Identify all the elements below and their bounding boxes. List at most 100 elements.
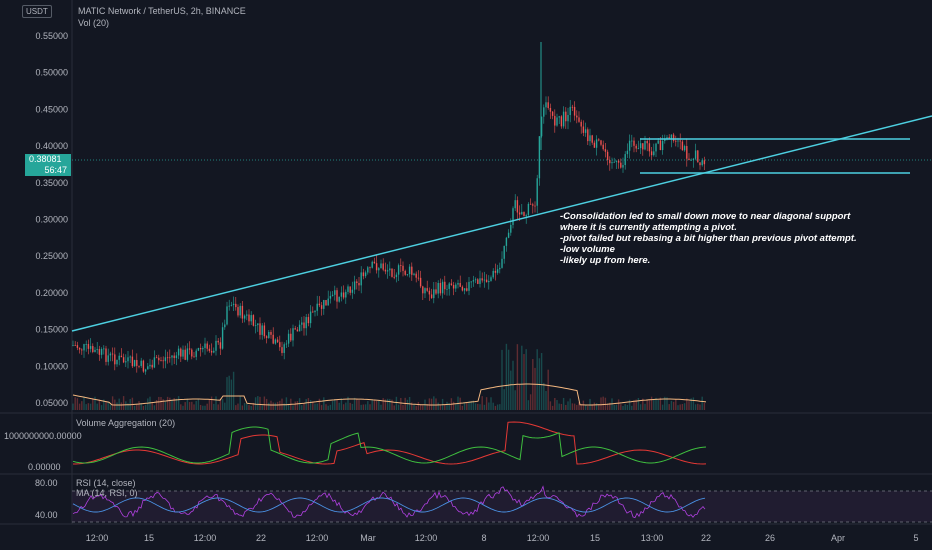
volume-bar bbox=[569, 398, 571, 410]
volume-bar bbox=[661, 404, 664, 410]
candle-body bbox=[613, 161, 615, 163]
volume-bar bbox=[144, 404, 147, 410]
va-axis-label-bottom: 0.00000 bbox=[28, 462, 61, 472]
candle-body bbox=[426, 288, 428, 291]
currency-button[interactable]: USDT bbox=[22, 5, 52, 18]
candle-body bbox=[219, 342, 222, 349]
volume-bar bbox=[312, 401, 314, 410]
time-tick-label: 12:00 bbox=[306, 533, 329, 543]
symbol-legend[interactable]: MATIC Network / TetherUS, 2h, BINANCE bbox=[78, 6, 246, 16]
volume-bar bbox=[303, 403, 305, 410]
candle-body bbox=[598, 139, 600, 141]
candle-body bbox=[452, 285, 455, 289]
volume-bar bbox=[604, 397, 607, 410]
volume-bar bbox=[217, 404, 219, 410]
candle-body bbox=[573, 106, 576, 116]
va-axis-label-top: 1000000000.00000 bbox=[4, 431, 82, 441]
volume-bar bbox=[226, 377, 228, 410]
candle-body bbox=[309, 311, 312, 324]
volume-bar bbox=[474, 403, 477, 410]
volume-bar bbox=[316, 403, 318, 410]
va-green-line bbox=[72, 426, 707, 464]
volume-ma-line bbox=[72, 383, 707, 406]
candle-body bbox=[578, 117, 580, 122]
volume-bar bbox=[100, 405, 103, 410]
rsi-ma-legend[interactable]: MA (14, RSI, 0) bbox=[76, 488, 138, 498]
volume-bar bbox=[173, 398, 175, 410]
volume-legend[interactable]: Vol (20) bbox=[78, 18, 110, 28]
volume-bar bbox=[81, 401, 83, 410]
volume-bar bbox=[353, 397, 356, 410]
candle-body bbox=[650, 151, 653, 156]
volume-bar bbox=[646, 399, 648, 410]
volume-bar bbox=[565, 404, 567, 410]
candle-body bbox=[279, 342, 281, 348]
candle-body bbox=[125, 361, 127, 363]
volume-bar bbox=[127, 403, 129, 410]
volume-bar bbox=[195, 400, 197, 410]
candle-body bbox=[362, 272, 365, 277]
volume-bar bbox=[175, 398, 178, 410]
volume-bar bbox=[397, 404, 400, 410]
volume-bar bbox=[241, 405, 244, 410]
price-tick-label: 0.15000 bbox=[35, 325, 68, 335]
volume-bar bbox=[230, 379, 233, 410]
volume-bar bbox=[221, 398, 224, 410]
candle-body bbox=[441, 281, 444, 294]
volume-bar bbox=[329, 404, 332, 410]
volume-bar bbox=[367, 401, 369, 410]
candle-body bbox=[688, 158, 690, 161]
diagonal-support-trendline[interactable] bbox=[71, 115, 932, 332]
volume-bar bbox=[485, 397, 488, 410]
volume-bar bbox=[606, 403, 609, 410]
volume-bar bbox=[274, 402, 277, 410]
candle-body bbox=[351, 289, 354, 293]
volume-bar bbox=[237, 403, 239, 410]
candle-body bbox=[378, 268, 380, 271]
volume-bar bbox=[197, 398, 200, 410]
candle-body bbox=[413, 273, 415, 275]
volume-bar bbox=[472, 400, 475, 410]
volume-bar bbox=[490, 397, 492, 410]
volume-bar bbox=[263, 396, 266, 410]
candle-body bbox=[78, 347, 81, 350]
candle-body bbox=[644, 141, 646, 150]
volume-bar bbox=[193, 404, 195, 410]
candle-body bbox=[624, 154, 626, 166]
candle-body bbox=[285, 343, 288, 345]
candle-body bbox=[81, 349, 83, 351]
candle-body bbox=[527, 203, 530, 216]
candle-body bbox=[301, 322, 303, 325]
candle-body bbox=[107, 355, 109, 362]
volume-bar bbox=[210, 396, 213, 410]
volume-bar bbox=[655, 397, 657, 410]
candle-body bbox=[338, 296, 340, 302]
volume-bar bbox=[433, 396, 435, 410]
candle-body bbox=[681, 141, 684, 151]
candle-body bbox=[307, 317, 310, 324]
volume-aggregation-legend[interactable]: Volume Aggregation (20) bbox=[76, 418, 176, 428]
candle-body bbox=[270, 331, 272, 335]
candle-body bbox=[532, 204, 534, 206]
volume-bar bbox=[690, 398, 692, 410]
volume-bar bbox=[74, 397, 76, 410]
volume-bar bbox=[534, 367, 536, 410]
volume-bar bbox=[461, 405, 464, 410]
candle-body bbox=[472, 280, 475, 282]
candle-body bbox=[584, 129, 587, 133]
candle-body bbox=[235, 303, 237, 308]
candle-body bbox=[386, 270, 389, 272]
volume-bar bbox=[87, 403, 90, 410]
volume-bar bbox=[166, 396, 169, 410]
candle-body bbox=[459, 283, 461, 287]
volume-bar bbox=[281, 398, 283, 410]
volume-bar bbox=[382, 398, 384, 410]
volume-bar bbox=[364, 404, 367, 410]
volume-bar bbox=[648, 400, 651, 410]
candle-body bbox=[188, 348, 191, 350]
volume-bar bbox=[72, 403, 74, 410]
rsi-legend[interactable]: RSI (14, close) bbox=[76, 478, 136, 488]
analysis-annotation[interactable]: -Consolidation led to small down move to… bbox=[560, 211, 857, 266]
candle-body bbox=[204, 343, 206, 348]
